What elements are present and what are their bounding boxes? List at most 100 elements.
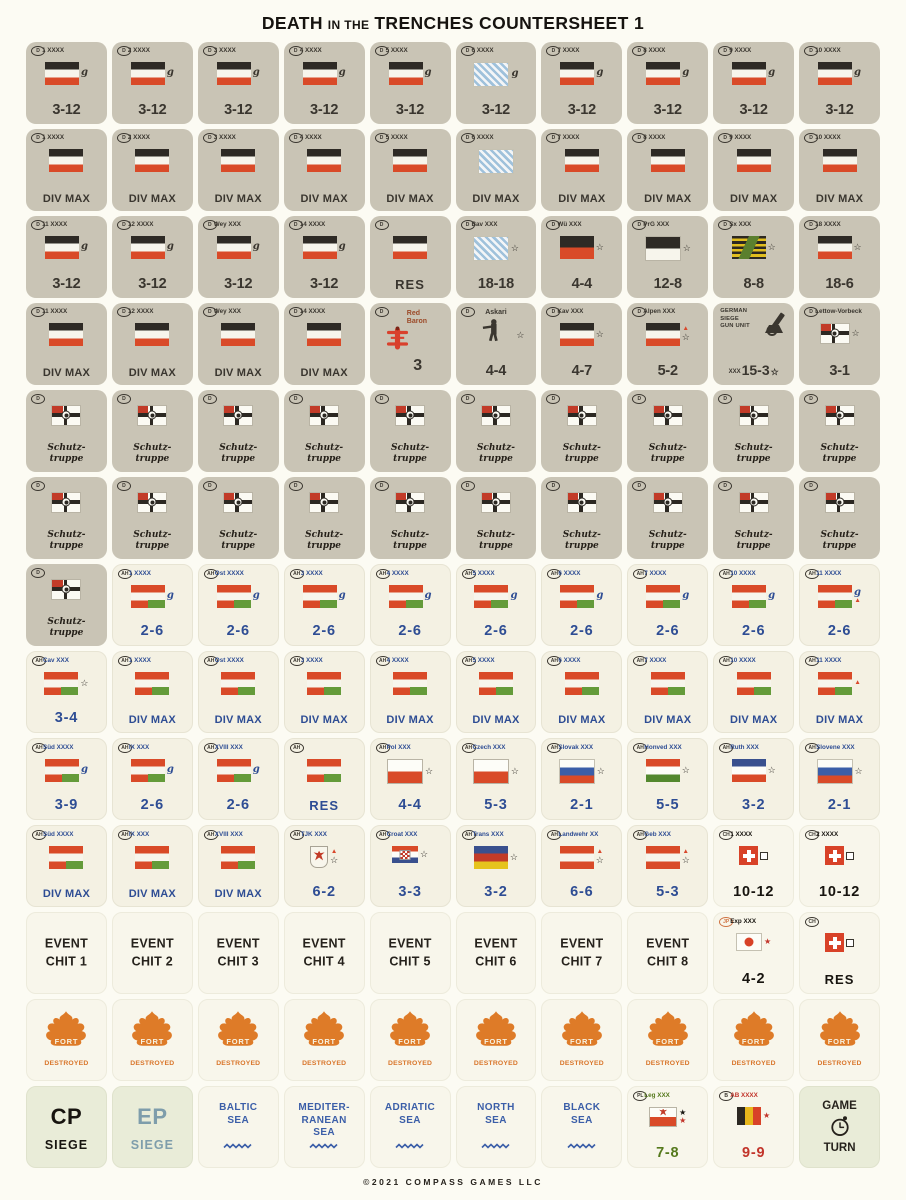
counter-schutz-truppe-48[interactable]: D Schutz- truppe <box>713 390 795 472</box>
counter-pol-xxx-84[interactable]: AH Pol XXX ☆ 4-4 <box>369 738 451 820</box>
counter-leg-xxx-127[interactable]: PL Leg XXX ★ ★ 7-8 <box>627 1086 709 1168</box>
counter-schutz-truppe-52[interactable]: D Schutz- truppe <box>197 477 279 559</box>
counter-black-sea-126[interactable]: BLACK SEA <box>541 1086 623 1168</box>
counter-2-xxxx-99[interactable]: CH 2 XXXX 10-12 <box>799 825 880 907</box>
counter-event-chit-7-106[interactable]: EVENT CHIT 7 <box>541 912 623 994</box>
counter-w-xxx-26[interactable]: D Wü XXX ☆ 4-4 <box>541 216 623 298</box>
counter-11-xxxx-79[interactable]: AH 11 XXXX ▲ DIV MAX <box>799 651 880 733</box>
counter-exp-xxx-108[interactable]: JP Exp XXX ★ 4-2 <box>713 912 795 994</box>
counter-event-chit-3-102[interactable]: EVENT CHIT 3 <box>197 912 279 994</box>
counter-event-chit-8-107[interactable]: EVENT CHIT 8 <box>627 912 709 994</box>
counter-14-xxxx-33[interactable]: D 14 XXXX DIV MAX <box>283 303 365 385</box>
counter-fort-119[interactable]: FORT DESTROYED <box>799 999 880 1081</box>
counter-schutz-truppe-40[interactable]: D Schutz- truppe <box>26 390 107 472</box>
counter-schutz-truppe-44[interactable]: D Schutz- truppe <box>369 390 451 472</box>
counter-xviii-xxx-92[interactable]: AH XVIII XXX DIV MAX <box>197 825 279 907</box>
counter-fort-116[interactable]: FORT DESTROYED <box>541 999 623 1081</box>
counter-schutz-truppe-45[interactable]: D Schutz- truppe <box>455 390 537 472</box>
counter-s-d-xxxx-80[interactable]: AH Süd XXXX g 3-9 <box>26 738 107 820</box>
counter-schutz-truppe-59[interactable]: D Schutz- truppe <box>799 477 880 559</box>
counter-6-xxxx-66[interactable]: AH 6 XXXX g 2-6 <box>541 564 623 646</box>
counter-1-xxxx-98[interactable]: CH 1 XXXX 10-12 <box>713 825 795 907</box>
counter-wey-xxx-32[interactable]: D Wey XXX DIV MAX <box>197 303 279 385</box>
counter-s-d-xxxx-90[interactable]: AH Süd XXXX DIV MAX <box>26 825 107 907</box>
counter-5-xxxx-65[interactable]: AH 5 XXXX g 2-6 <box>455 564 537 646</box>
counter-cav-xxx-70[interactable]: AH Cav XXX ☆ 3-4 <box>26 651 107 733</box>
counter-lettow-vorbeck-39[interactable]: D Lettow-Vorbeck ☆ 3-1 <box>799 303 880 385</box>
counter-u-109[interactable]: CH RES <box>799 912 880 994</box>
counter-schutz-truppe-55[interactable]: D Schutz- truppe <box>455 477 537 559</box>
counter-xviii-xxx-82[interactable]: AH XVIII XXX g 2-6 <box>197 738 279 820</box>
counter-schutz-truppe-42[interactable]: D Schutz- truppe <box>197 390 279 472</box>
counter-fort-112[interactable]: FORT DESTROYED <box>197 999 279 1081</box>
counter-ruth-xxx-88[interactable]: AH Ruth XXX ☆ 3-2 <box>713 738 795 820</box>
counter-12-xxxx-31[interactable]: D 12 XXXX DIV MAX <box>111 303 193 385</box>
counter-prg-xxx-27[interactable]: D PrG XXX ☆ 12-8 <box>627 216 709 298</box>
counter-croat-xxx-94[interactable]: AH Croat XXX ☆ 3-3 <box>369 825 451 907</box>
counter-event-chit-1-100[interactable]: EVENT CHIT 1 <box>26 912 107 994</box>
counter-4-xxxx-64[interactable]: AH 4 XXXX g 2-6 <box>369 564 451 646</box>
counter-slovene-xxx-89[interactable]: AH Slovene XXX ☆ 2-1 <box>799 738 880 820</box>
counter-kav-xxx-36[interactable]: D Kav XXX ☆ 4-7 <box>541 303 623 385</box>
counter-baltic-sea-122[interactable]: BALTIC SEA <box>197 1086 279 1168</box>
counter-1-xxxx-61[interactable]: AH 1 XXXX g 2-6 <box>111 564 193 646</box>
counter-3-xxxx-63[interactable]: AH 3 XXXX g 2-6 <box>283 564 365 646</box>
counter-5-xxxx-75[interactable]: AH 5 XXXX DIV MAX <box>455 651 537 733</box>
counter-7-xxxx-77[interactable]: AH 7 XXXX DIV MAX <box>627 651 709 733</box>
counter-schutz-truppe-57[interactable]: D Schutz- truppe <box>627 477 709 559</box>
counter-11-xxxx-69[interactable]: AH 11 XXXX g ▲ 2-6 <box>799 564 880 646</box>
counter-ix-xxx-81[interactable]: AH IX XXX g 2-6 <box>111 738 193 820</box>
counter-11-xxxx-20[interactable]: D 11 XXXX g 3-12 <box>26 216 107 298</box>
counter-slovak-xxx-86[interactable]: AH Slovak XXX ☆ 2-1 <box>541 738 623 820</box>
counter-czech-xxx-85[interactable]: AH Czech XXX ☆ 5-3 <box>455 738 537 820</box>
counter-ost-xxxx-62[interactable]: AH Ost XXXX g 2-6 <box>197 564 279 646</box>
counter-ab-xxxx-128[interactable]: B AB XXXX ★ 9-9 <box>713 1086 795 1168</box>
counter-schutz-truppe-53[interactable]: D Schutz- truppe <box>283 477 365 559</box>
counter-fort-111[interactable]: FORT DESTROYED <box>111 999 193 1081</box>
counter-14-xxxx-23[interactable]: D 14 XXXX g 3-12 <box>283 216 365 298</box>
counter-trans-xxx-95[interactable]: AH Trans XXX ☆ 3-2 <box>455 825 537 907</box>
counter-u-24[interactable]: D RES <box>369 216 451 298</box>
counter-bav-xxx-25[interactable]: D Bav XXX ☆ 18-18 <box>455 216 537 298</box>
counter-tjk-xxx-93[interactable]: AH TJK XXX ▲ ☆ 6-2 <box>283 825 365 907</box>
counter-10-xxxx-9[interactable]: D 10 XXXX g 3-12 <box>799 42 880 124</box>
counter-schutz-truppe-50[interactable]: D Schutz- truppe <box>26 477 107 559</box>
counter-red-baron-34[interactable]: D Red Baron 3 <box>369 303 451 385</box>
counter-fort-114[interactable]: FORT DESTROYED <box>369 999 451 1081</box>
counter-event-chit-2-101[interactable]: EVENT CHIT 2 <box>111 912 193 994</box>
counter-game-129[interactable]: GAME TURN <box>799 1086 880 1168</box>
counter-event-chit-5-104[interactable]: EVENT CHIT 5 <box>369 912 451 994</box>
counter-cp-120[interactable]: CP SIEGE <box>26 1086 107 1168</box>
counter-geb-xxx-97[interactable]: AH Geb XXX ▲ ☆ 5-3 <box>627 825 709 907</box>
counter-alpen-xxx-37[interactable]: D Alpen XXX ▲ ☆ 5-2 <box>627 303 709 385</box>
counter-schutz-truppe-43[interactable]: D Schutz- truppe <box>283 390 365 472</box>
counter-schutz-truppe-51[interactable]: D Schutz- truppe <box>111 477 193 559</box>
counter-landwehr-xx-96[interactable]: AH Landwehr XX ▲ ☆ 6-6 <box>541 825 623 907</box>
counter-honved-xxx-87[interactable]: AH Honved XXX ☆ 5-5 <box>627 738 709 820</box>
counter-1-xxxx-71[interactable]: AH 1 XXXX DIV MAX <box>111 651 193 733</box>
counter-18-xxxx-29[interactable]: D 18 XXXX ☆ 18-6 <box>799 216 880 298</box>
counter-11-xxxx-30[interactable]: D 11 XXXX DIV MAX <box>26 303 107 385</box>
counter-u-83[interactable]: AH RES <box>283 738 365 820</box>
counter-7-xxxx-67[interactable]: AH 7 XXXX g 2-6 <box>627 564 709 646</box>
counter-fort-113[interactable]: FORT DESTROYED <box>283 999 365 1081</box>
counter-12-xxxx-21[interactable]: D 12 XXXX g 3-12 <box>111 216 193 298</box>
counter-schutz-truppe-58[interactable]: D Schutz- truppe <box>713 477 795 559</box>
counter-ix-xxx-91[interactable]: AH IX XXX DIV MAX <box>111 825 193 907</box>
